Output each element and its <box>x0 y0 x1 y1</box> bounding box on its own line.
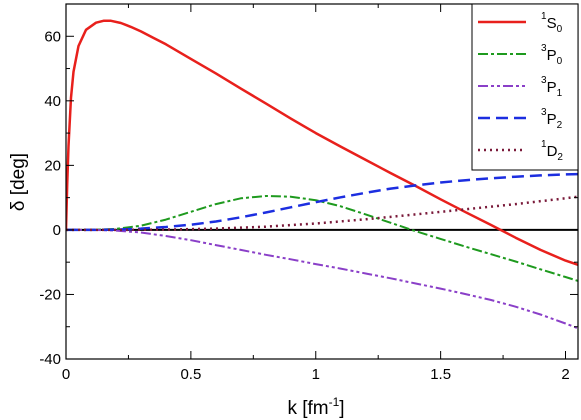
x-tick-label: 1.5 <box>430 366 451 383</box>
legend-label-1D2: 1D2 <box>541 139 563 163</box>
legend-label-letter: P <box>547 111 557 128</box>
legend-label-3P0: 3P0 <box>541 43 563 67</box>
legend-label-3P2: 3P2 <box>541 107 563 131</box>
legend-label-sup: 1 <box>541 11 547 22</box>
legend-label-sub: 1 <box>557 88 563 99</box>
legend-label-sub: 2 <box>557 120 563 131</box>
x-axis-label-main: k [fm <box>287 398 328 419</box>
x-tick-label: 0 <box>62 366 70 383</box>
series-line-3P1 <box>66 228 578 330</box>
series-group <box>66 19 578 330</box>
y-tick-label: -40 <box>39 351 61 368</box>
x-axis-label-end: ] <box>339 398 344 419</box>
legend-label-letter: D <box>547 143 558 160</box>
legend-label-sup: 3 <box>541 75 547 86</box>
legend-label-sup: 3 <box>541 43 547 54</box>
y-tick-label: 40 <box>44 93 61 110</box>
legend-label-sup: 3 <box>541 107 547 118</box>
x-tick-label: 1 <box>312 366 320 383</box>
series-line-1D2 <box>66 195 578 232</box>
plot-frame <box>65 3 579 360</box>
x-tick-label: 0.5 <box>180 366 201 383</box>
legend-label-letter: P <box>547 47 557 64</box>
axis-ticks <box>65 4 578 360</box>
legend-label-3P1: 3P1 <box>541 75 563 99</box>
legend-label-sub: 2 <box>557 152 563 163</box>
series-line-3P0 <box>66 195 578 282</box>
x-tick-label: 2 <box>561 366 569 383</box>
y-tick-label: -20 <box>39 286 61 303</box>
legend-label-sub: 0 <box>557 56 563 67</box>
y-tick-label: 0 <box>53 222 61 239</box>
y-tick-label: 60 <box>44 28 61 45</box>
y-axis-label: δ [deg] <box>8 153 29 211</box>
legend-label-letter: P <box>547 79 557 96</box>
legend-label-1S0: 1S0 <box>541 11 563 35</box>
x-axis-label: k [fm-1] <box>287 395 344 419</box>
x-axis-label-sup: -1 <box>329 395 340 409</box>
legend-label-sub: 0 <box>557 24 563 35</box>
legend-label-letter: S <box>547 15 557 32</box>
series-line-3P2 <box>66 172 578 232</box>
legend-label-sup: 1 <box>541 139 547 150</box>
y-tick-label: 20 <box>44 157 61 174</box>
